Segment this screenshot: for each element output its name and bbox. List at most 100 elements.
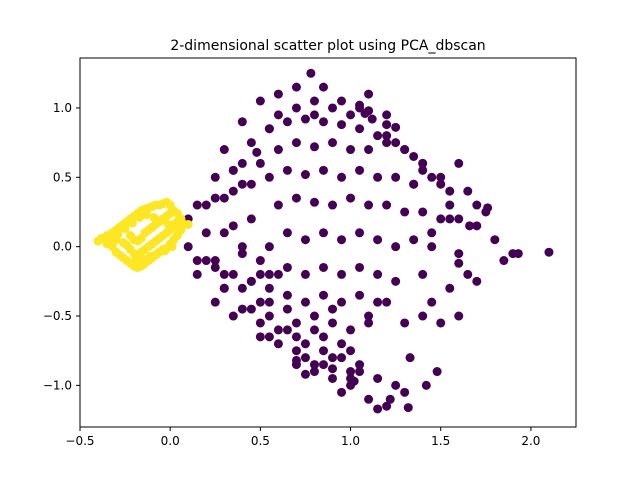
data-point: [120, 224, 130, 234]
data-point: [282, 325, 292, 335]
data-point: [300, 369, 310, 379]
data-point: [309, 367, 319, 377]
data-point: [291, 355, 301, 365]
data-point: [291, 193, 301, 203]
data-point: [264, 332, 274, 342]
data-point: [318, 262, 328, 272]
data-point: [237, 117, 247, 127]
data-point: [273, 110, 283, 120]
data-point: [472, 221, 482, 231]
data-point: [318, 228, 328, 238]
data-point: [373, 373, 383, 383]
data-point: [228, 186, 238, 196]
data-point: [219, 283, 229, 293]
data-point: [382, 297, 392, 307]
data-point: [255, 256, 265, 266]
data-point: [513, 249, 523, 259]
data-point: [219, 228, 229, 238]
data-point: [300, 353, 310, 363]
data-point: [282, 165, 292, 175]
data-point: [409, 179, 419, 189]
data-point: [149, 213, 159, 223]
data-point: [300, 339, 310, 349]
data-point: [192, 256, 202, 266]
data-point: [355, 228, 365, 238]
data-point: [364, 311, 374, 321]
data-point: [318, 332, 328, 342]
data-point: [264, 297, 274, 307]
chart-title: 2-dimensional scatter plot using PCA_dbs…: [170, 38, 485, 54]
data-point: [153, 249, 163, 259]
data-point: [337, 297, 347, 307]
data-point: [391, 122, 401, 132]
data-point: [309, 325, 319, 335]
data-point: [318, 360, 328, 370]
data-point: [255, 158, 265, 168]
data-point: [436, 214, 446, 224]
data-point: [228, 165, 238, 175]
data-point: [318, 82, 328, 92]
data-point: [255, 269, 265, 279]
data-point: [328, 200, 338, 210]
data-point: [264, 283, 274, 293]
data-point: [337, 353, 347, 363]
data-point: [273, 325, 283, 335]
data-point: [454, 249, 464, 259]
data-point: [318, 117, 328, 127]
data-point: [490, 235, 500, 245]
data-point: [318, 346, 328, 356]
data-point: [337, 235, 347, 245]
data-point: [373, 297, 383, 307]
data-point: [400, 387, 410, 397]
data-point: [210, 172, 220, 182]
data-point: [427, 242, 437, 252]
data-point: [418, 165, 428, 175]
data-point: [273, 89, 283, 99]
data-point: [246, 304, 256, 314]
data-point: [282, 304, 292, 314]
data-point: [373, 404, 383, 414]
x-tick-label: −0.5: [65, 434, 94, 448]
data-point: [346, 145, 356, 155]
data-point: [183, 242, 193, 252]
data-point: [346, 367, 356, 377]
data-point: [544, 247, 554, 257]
data-point: [385, 394, 395, 404]
data-point: [391, 138, 401, 148]
data-point: [291, 332, 301, 342]
data-point: [228, 221, 238, 231]
y-tick-label: −0.5: [43, 309, 72, 323]
data-point: [318, 290, 328, 300]
data-point: [255, 318, 265, 328]
data-point: [364, 89, 374, 99]
data-point: [300, 269, 310, 279]
data-point: [306, 68, 316, 78]
data-point: [192, 269, 202, 279]
data-point: [246, 276, 256, 286]
data-point: [309, 360, 319, 370]
data-point: [210, 297, 220, 307]
data-point: [145, 251, 155, 261]
data-point: [255, 297, 265, 307]
data-point: [237, 158, 247, 168]
data-point: [445, 214, 455, 224]
data-point: [273, 269, 283, 279]
plot-points: [93, 68, 554, 414]
data-point: [436, 172, 446, 182]
data-point: [160, 246, 170, 256]
data-point: [373, 131, 383, 141]
data-point: [264, 311, 274, 321]
data-point: [391, 276, 401, 286]
data-point: [328, 353, 338, 363]
data-point: [106, 236, 116, 246]
data-point: [291, 82, 301, 92]
data-point: [346, 193, 356, 203]
data-point: [382, 110, 392, 120]
data-point: [364, 200, 374, 210]
data-point: [427, 297, 437, 307]
data-point: [337, 269, 347, 279]
data-point: [309, 142, 319, 152]
data-point: [355, 124, 365, 134]
data-point: [273, 200, 283, 210]
y-axis: −1.0 −0.5 0.0 0.5 1.0: [43, 101, 80, 392]
